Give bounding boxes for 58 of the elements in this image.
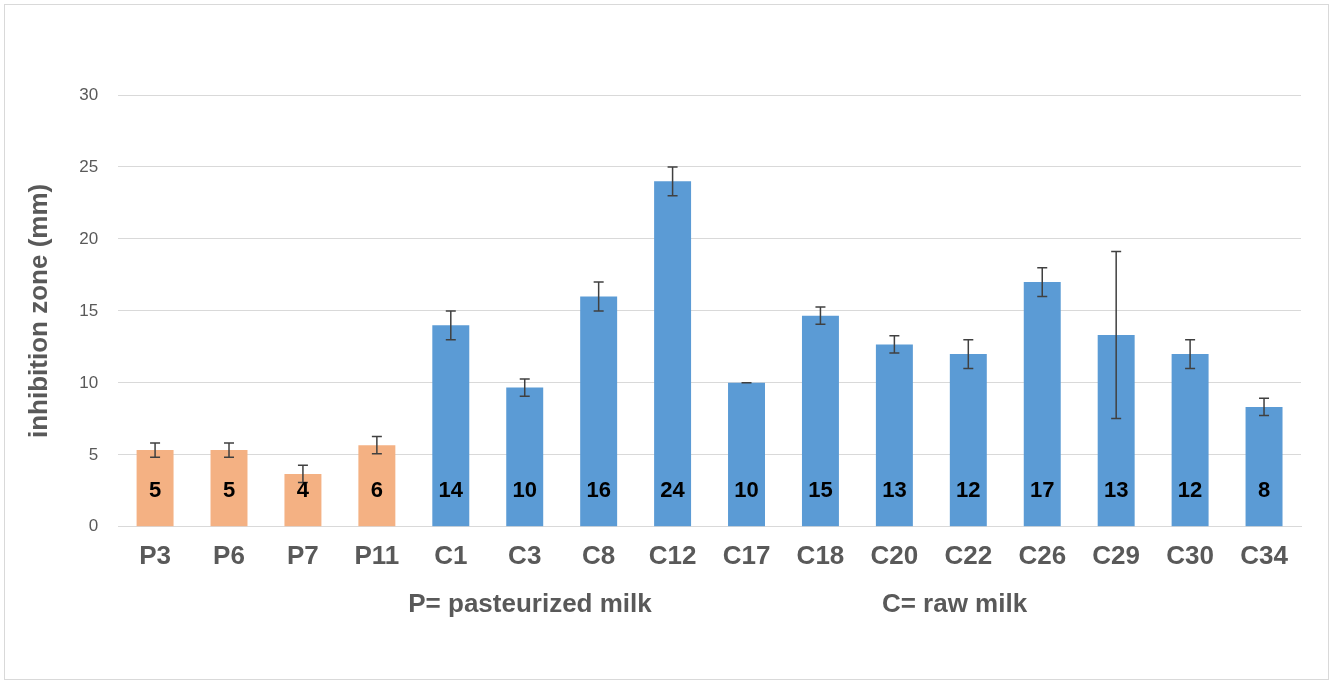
data-label: 8 [1257, 476, 1271, 502]
x-tick-label: C22 [944, 539, 993, 570]
x-axis-title: P= pasteurized milk [408, 588, 653, 619]
bar [432, 325, 470, 527]
y-tick-label: 5 [88, 444, 99, 464]
x-tick-label: P7 [287, 539, 319, 570]
data-label: 12 [1177, 476, 1203, 502]
bar [1023, 282, 1061, 527]
bar [358, 445, 396, 527]
x-tick-label: P11 [354, 539, 400, 570]
y-tick-label: 25 [79, 156, 99, 176]
data-label: 6 [370, 476, 383, 502]
data-label: 10 [512, 476, 537, 502]
y-axis-title: inhibition zone (mm) [22, 183, 53, 438]
bar [284, 473, 322, 527]
y-tick-label: 30 [79, 84, 99, 104]
data-label: 12 [956, 476, 981, 502]
bar [949, 354, 987, 527]
data-label: 24 [660, 476, 686, 502]
data-label: 5 [222, 476, 236, 502]
y-tick-label: 20 [79, 228, 99, 248]
data-label: 4 [296, 476, 310, 502]
x-tick-label: C12 [648, 539, 697, 570]
x-tick-label: P3 [139, 539, 171, 570]
bar [506, 387, 544, 527]
data-label: 15 [808, 476, 833, 502]
data-label: 14 [438, 476, 464, 502]
bar [1245, 406, 1283, 527]
bar [580, 296, 618, 527]
x-tick-label: C34 [1240, 539, 1289, 570]
bar [1097, 334, 1135, 527]
bar [136, 450, 174, 527]
x-tick-label: C3 [508, 539, 542, 570]
x-tick-label: C29 [1092, 539, 1141, 570]
x-tick-label: C26 [1018, 539, 1067, 570]
y-tick-label: 0 [88, 516, 99, 536]
bar [654, 181, 692, 527]
bar [801, 315, 839, 527]
x-tick-label: C17 [722, 539, 771, 570]
y-tick-label: 15 [79, 300, 99, 320]
data-label: 5 [148, 476, 162, 502]
bar [875, 344, 913, 527]
data-label: 13 [882, 476, 907, 502]
x-tick-label: C30 [1166, 539, 1214, 570]
bar [728, 382, 765, 527]
data-label: 10 [734, 476, 759, 502]
bar [210, 450, 248, 527]
bar [1171, 354, 1209, 527]
data-label: 17 [1030, 476, 1055, 502]
x-tick-label: C20 [870, 539, 919, 570]
y-tick-label: 10 [79, 372, 99, 392]
data-label: 13 [1103, 476, 1129, 502]
data-label: 16 [586, 476, 611, 502]
x-tick-label: C1 [434, 539, 468, 570]
x-tick-label: C18 [796, 539, 845, 570]
x-tick-label: P6 [213, 539, 245, 570]
x-tick-label: C8 [582, 539, 616, 570]
text: C= raw milk [881, 588, 1028, 619]
